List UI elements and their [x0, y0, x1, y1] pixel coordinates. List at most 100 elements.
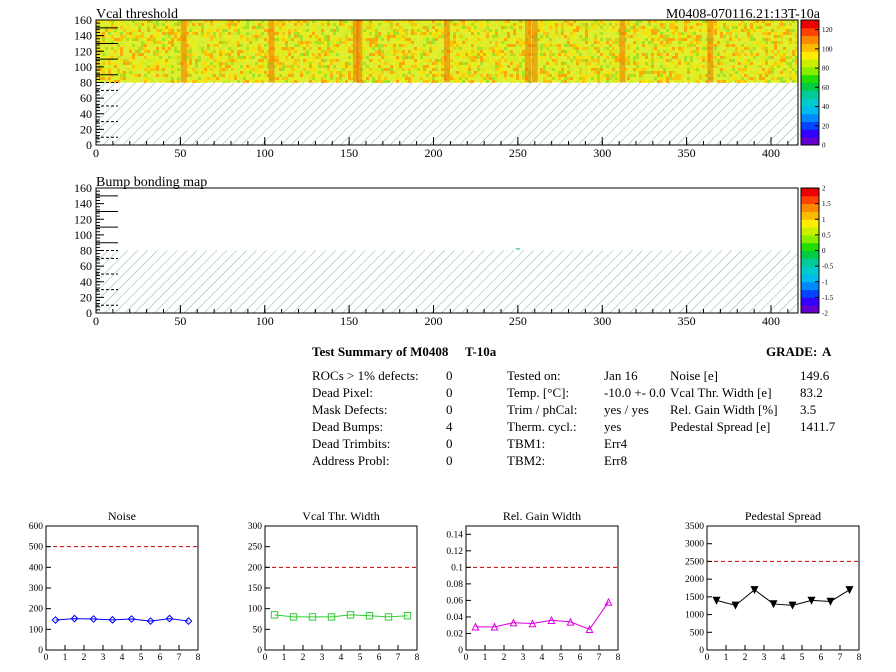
color-scale-band — [801, 289, 819, 298]
dark-column — [352, 20, 359, 83]
heatmap1-title: Vcal threshold — [96, 7, 178, 22]
color-scale-label: 1 — [822, 216, 826, 224]
data-point — [712, 596, 721, 605]
color-scale-band — [801, 82, 819, 91]
color-scale-band — [801, 258, 819, 267]
mini-chart-title: Pedestal Spread — [745, 509, 821, 523]
color-scale-label: 2 — [822, 185, 826, 193]
y-tick-label: 0 — [38, 646, 43, 656]
summary-right-value: 149.6 — [800, 368, 830, 383]
x-tick-label: 1 — [724, 653, 729, 663]
data-point — [146, 617, 155, 625]
summary-middle-value: yes / yes — [604, 402, 649, 417]
x-tick-label: 4 — [781, 653, 786, 663]
color-scale-band — [801, 242, 819, 251]
x-tick-label: 0 — [263, 653, 268, 663]
summary-middle-value: Err4 — [604, 436, 628, 451]
color-scale-band — [801, 250, 819, 259]
data-point — [308, 613, 317, 621]
data-point — [731, 601, 740, 610]
summary-middle-value: yes — [604, 419, 622, 434]
summary-right-value: 1411.7 — [800, 419, 836, 434]
heatmap2-title: Bump bonding map — [96, 175, 207, 190]
data-point — [165, 614, 174, 623]
x-tick-label: 2 — [502, 653, 507, 663]
x-tick-label: 7 — [838, 653, 843, 663]
x-tick-label: 8 — [616, 653, 621, 663]
data-point — [384, 613, 393, 621]
data-point — [327, 613, 336, 621]
summary-left-label: ROCs > 1% defects: — [312, 368, 419, 383]
vcal-threshold-heatmap: Vcal threshold M0408-070116.21:13T-10a 0… — [74, 7, 833, 160]
data-point — [490, 622, 499, 631]
data-point — [127, 615, 136, 623]
x-tick-label: 350 — [678, 146, 696, 160]
y-tick-label: 2000 — [685, 575, 704, 585]
y-tick-label: 200 — [29, 605, 44, 615]
color-scale-band — [801, 211, 819, 220]
summary-temp: T-10a — [465, 344, 497, 359]
data-point — [750, 586, 759, 595]
mini-chart-title: Vcal Thr. Width — [302, 509, 379, 523]
summary-middle-label: Tested on: — [507, 368, 561, 383]
summary-left-value: 4 — [446, 419, 453, 434]
data-point — [788, 601, 797, 610]
x-tick-label: 100 — [256, 314, 274, 328]
x-tick-label: 250 — [509, 314, 527, 328]
color-scale-label: 100 — [822, 45, 833, 53]
y-tick-label: 0 — [699, 646, 704, 656]
summary-left-label: Mask Defects: — [312, 402, 388, 417]
hatched-region — [96, 82, 798, 145]
data-point — [471, 622, 480, 631]
x-tick-label: 250 — [509, 146, 527, 160]
summary-left-value: 0 — [446, 453, 453, 468]
data-point — [70, 614, 79, 623]
x-tick-label: 0 — [93, 146, 99, 160]
x-tick-label: 7 — [177, 653, 182, 663]
dark-column — [707, 20, 714, 83]
color-scale-band — [801, 219, 819, 228]
data-point — [289, 613, 298, 621]
color-scale-label: 40 — [822, 103, 830, 111]
x-tick-label: 50 — [174, 146, 186, 160]
y-tick-label: 100 — [248, 605, 263, 615]
color-scale-label: -0.5 — [822, 263, 834, 271]
y-tick-label: 100 — [74, 60, 92, 74]
x-tick-label: 300 — [593, 146, 611, 160]
dark-column — [531, 20, 538, 83]
summary-middle-value: Err8 — [604, 453, 628, 468]
x-tick-label: 0 — [93, 314, 99, 328]
x-tick-label: 4 — [339, 653, 344, 663]
x-tick-label: 400 — [762, 314, 780, 328]
y-tick-label: 3500 — [685, 522, 704, 532]
summary-right-label: Vcal Thr. Width [e] — [670, 385, 772, 400]
y-tick-label: 0.06 — [446, 596, 463, 606]
summary-left-value: 0 — [446, 368, 453, 383]
summary-right-label: Noise [e] — [670, 368, 719, 383]
x-tick-label: 100 — [256, 146, 274, 160]
summary-middle-label: Temp. [°C]: — [507, 385, 570, 400]
color-scale-label: 1.5 — [822, 200, 831, 208]
summary-right-label: Rel. Gain Width [%] — [670, 402, 778, 417]
color-scale-band — [801, 281, 819, 291]
y-tick-label: 120 — [74, 44, 92, 58]
color-scale-band — [801, 227, 819, 236]
x-tick-label: 150 — [340, 314, 358, 328]
summary-left-value: 0 — [446, 385, 453, 400]
x-tick-label: 300 — [593, 314, 611, 328]
summary-middle-label: Trim / phCal: — [507, 402, 578, 417]
mini-chart-title: Rel. Gain Width — [503, 509, 581, 523]
x-tick-label: 6 — [158, 653, 163, 663]
data-point — [108, 615, 117, 624]
color-scale-label: 0 — [822, 142, 826, 150]
grade-value: A — [822, 344, 832, 359]
y-tick-label: 60 — [80, 259, 92, 273]
y-tick-label: 140 — [74, 29, 92, 43]
data-point — [346, 611, 355, 619]
color-scale-band — [801, 51, 819, 60]
y-tick-label: 1500 — [685, 593, 704, 603]
summary-middle-label: TBM1: — [507, 436, 546, 451]
x-tick-label: 200 — [425, 314, 443, 328]
color-scale-band — [801, 188, 819, 197]
